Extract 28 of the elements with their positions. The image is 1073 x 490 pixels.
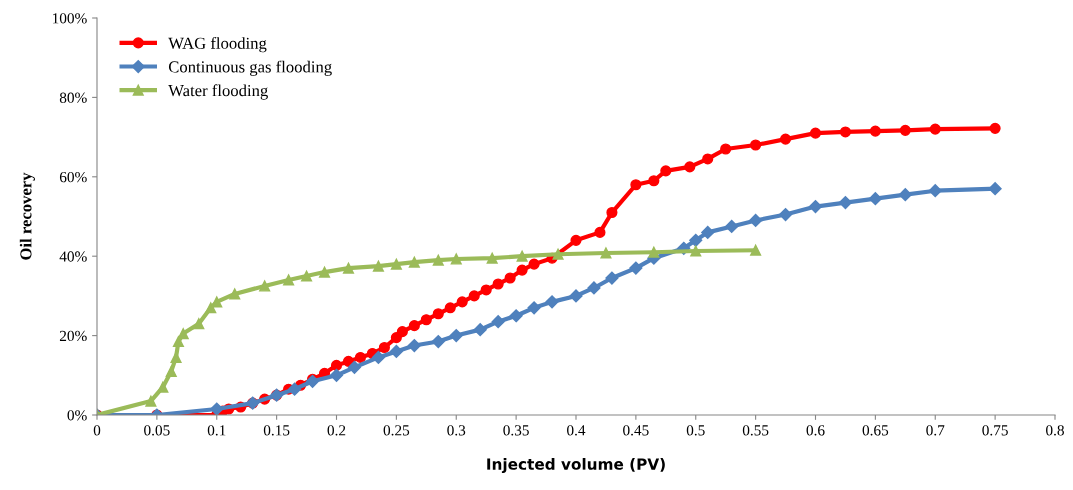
x-tick-label: 0.75 (982, 425, 1008, 436)
y-tick-label: 40% (59, 251, 87, 262)
x-tick-label: 0.3 (447, 425, 466, 436)
x-tick-label: 0.6 (806, 425, 825, 436)
x-tick-label: 0.45 (623, 425, 649, 436)
x-tick-label: 0.15 (263, 425, 290, 436)
x-tick-label: 0.35 (503, 425, 529, 436)
legend-label: Water flooding (168, 84, 268, 100)
y-tick-label: 0% (67, 410, 87, 421)
x-tick-label: 0.55 (742, 425, 769, 436)
x-tick-label: 0.7 (926, 425, 945, 436)
x-tick-label: 0.65 (862, 425, 889, 436)
y-tick-label: 80% (59, 92, 87, 103)
x-tick-label: 0.05 (144, 425, 170, 436)
x-tick-label: 0.25 (383, 425, 410, 436)
x-tick-label: 0.2 (327, 425, 346, 436)
x-tick-label: 0 (93, 425, 101, 436)
y-tick-label: 60% (59, 171, 87, 183)
legend-label: WAG flooding (168, 36, 267, 53)
x-tick-label: 0.5 (686, 425, 705, 436)
legend-label: Continuous gas flooding (168, 60, 332, 76)
x-tick-label: 0.1 (207, 425, 226, 436)
x-tick-label: 0.4 (567, 425, 586, 436)
y-axis-title: Oil recovery (19, 172, 35, 260)
y-tick-label: 100% (52, 13, 87, 24)
x-axis-title: Injected volume (PV) (487, 458, 665, 473)
x-tick-label: 0.8 (1046, 425, 1064, 436)
y-tick-label: 20% (59, 330, 87, 342)
